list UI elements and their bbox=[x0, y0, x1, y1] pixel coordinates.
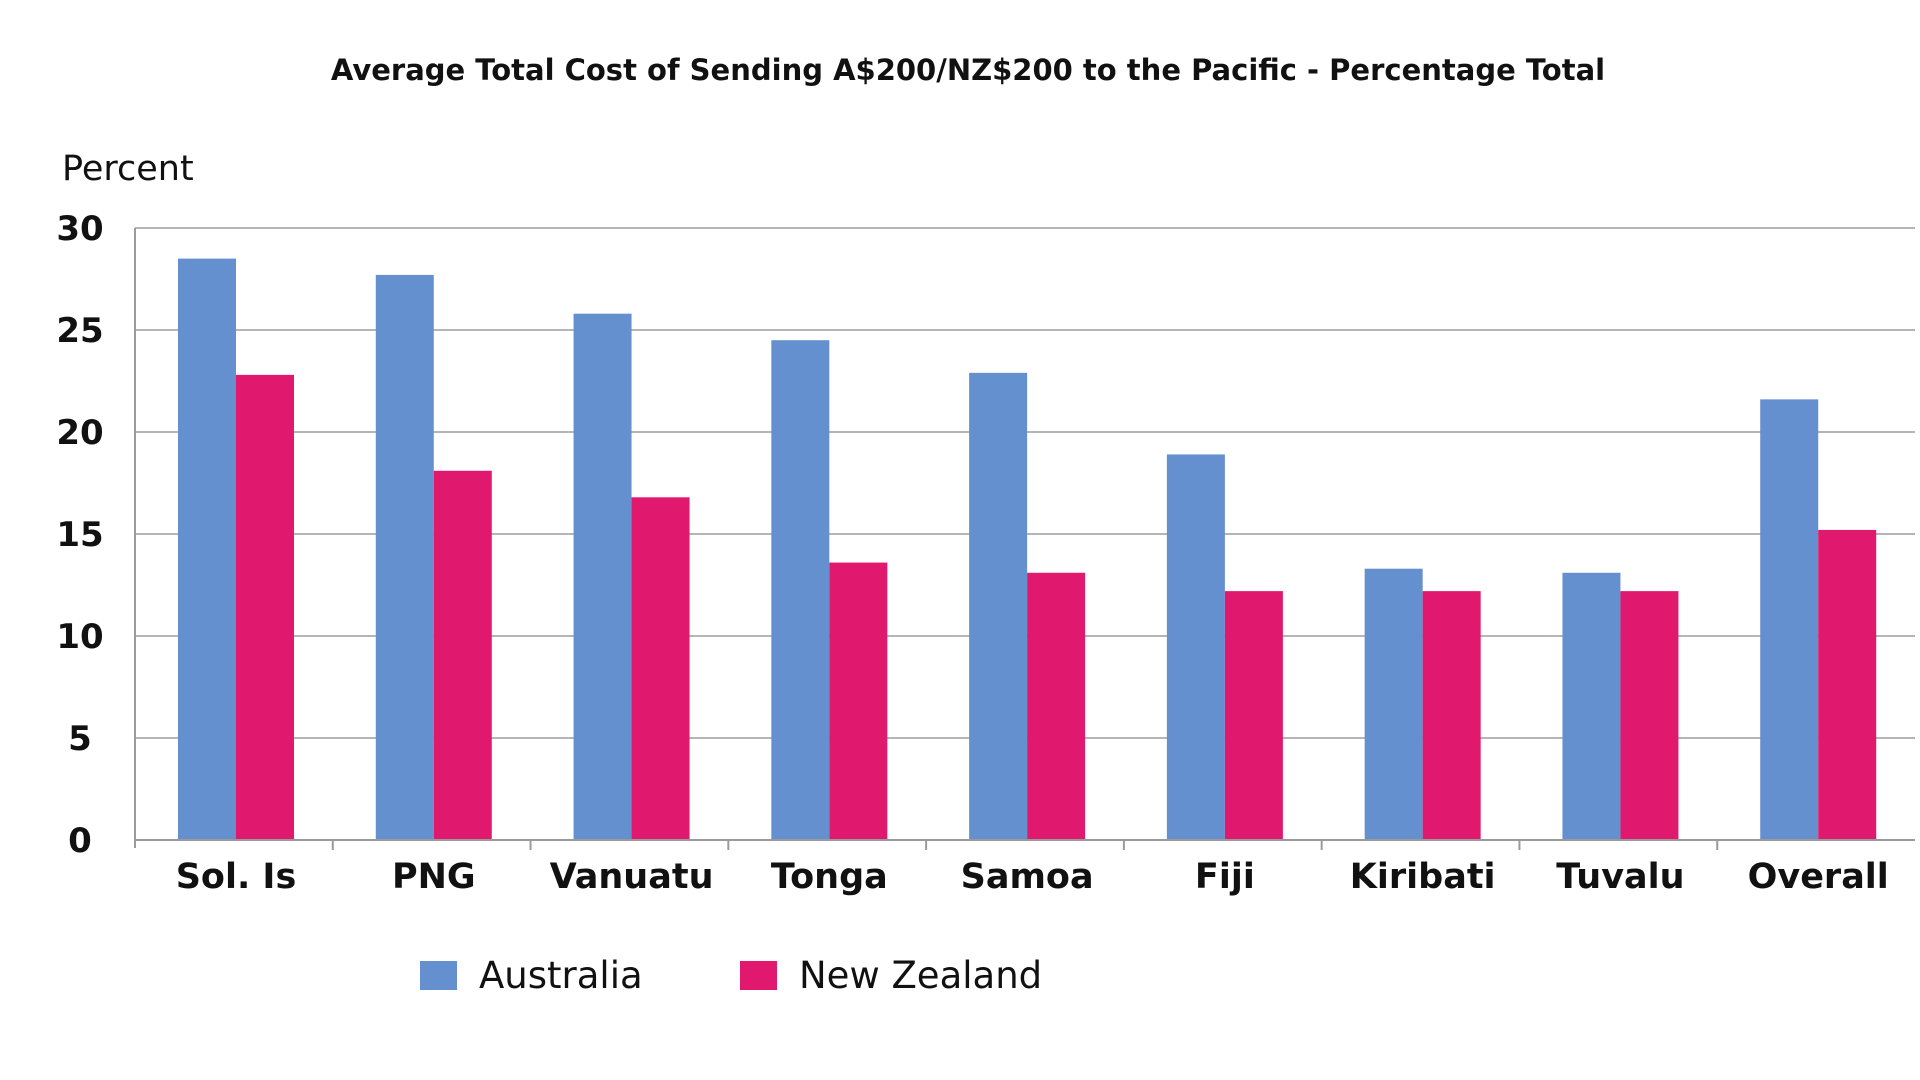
y-tick-label-5: 5 bbox=[68, 719, 92, 759]
bar-australia-samoa bbox=[969, 372, 1028, 840]
legend-swatch-new-zealand bbox=[740, 961, 777, 990]
bar-australia-kiribati bbox=[1364, 568, 1423, 840]
bar-australia-png bbox=[375, 274, 434, 840]
x-tick-label-tuvalu: Tuvalu bbox=[1556, 857, 1684, 897]
legend-label-new-zealand: New Zealand bbox=[799, 954, 1042, 997]
y-axis-label: Percent bbox=[62, 149, 194, 189]
bar-new-zealand-vanuatu bbox=[631, 497, 690, 840]
x-tick-label-png: PNG bbox=[392, 857, 476, 897]
x-tick-label-vanuatu: Vanuatu bbox=[550, 857, 714, 897]
bar-australia-sol-is bbox=[178, 258, 236, 841]
bar-new-zealand-png bbox=[433, 470, 492, 840]
x-tick-label-kiribati: Kiribati bbox=[1350, 857, 1496, 897]
bar-australia-vanuatu bbox=[573, 313, 632, 840]
y-tick-label-25: 25 bbox=[56, 311, 103, 351]
bar-new-zealand-sol-is bbox=[236, 374, 294, 840]
y-tick-label-15: 15 bbox=[56, 515, 103, 555]
chart-title: Average Total Cost of Sending A$200/NZ$2… bbox=[331, 53, 1605, 87]
y-tick-label-30: 30 bbox=[56, 209, 103, 249]
x-axis-ticks: Sol. Is PNG Vanuatu Tonga Samoa Fiji Kiribati T… bbox=[176, 857, 1889, 897]
bar-australia-fiji bbox=[1166, 454, 1225, 840]
bar-australia-tonga bbox=[771, 340, 830, 840]
bar-australia-tuvalu bbox=[1562, 572, 1621, 840]
y-tick-label-0: 0 bbox=[68, 821, 92, 861]
x-axis bbox=[134, 228, 1915, 850]
legend-swatch-australia bbox=[420, 961, 457, 990]
bar-new-zealand-overall bbox=[1818, 529, 1877, 840]
x-tick-label-fiji: Fiji bbox=[1195, 857, 1255, 897]
bars bbox=[178, 258, 1877, 841]
bar-new-zealand-tonga bbox=[829, 562, 888, 840]
legend: Australia New Zealand bbox=[420, 954, 1042, 997]
x-tick-label-sol-is: Sol. Is bbox=[176, 857, 297, 897]
y-axis-ticks: 0 5 10 15 20 25 30 bbox=[56, 209, 103, 861]
bar-new-zealand-fiji bbox=[1224, 591, 1283, 840]
x-tick-label-tonga: Tonga bbox=[771, 857, 888, 897]
bar-australia-overall bbox=[1760, 399, 1819, 840]
legend-label-australia: Australia bbox=[479, 954, 643, 997]
bar-new-zealand-kiribati bbox=[1422, 591, 1481, 840]
y-tick-label-20: 20 bbox=[56, 413, 103, 453]
bar-new-zealand-samoa bbox=[1027, 572, 1086, 840]
y-tick-label-10: 10 bbox=[56, 617, 103, 657]
x-tick-label-overall: Overall bbox=[1748, 857, 1889, 897]
bar-new-zealand-tuvalu bbox=[1620, 591, 1679, 840]
x-tick-label-samoa: Samoa bbox=[961, 857, 1094, 897]
